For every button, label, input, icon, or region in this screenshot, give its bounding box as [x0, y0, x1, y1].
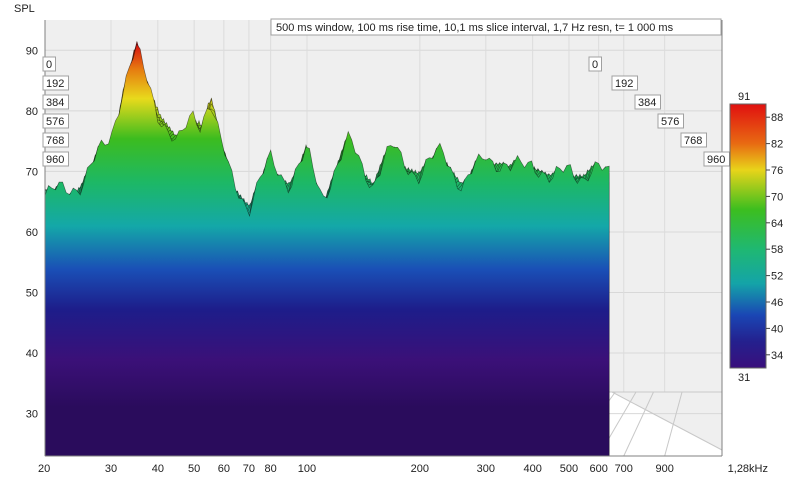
time-left-box-768	[42, 132, 69, 148]
x-tick-1,28kHz: 1,28kHz	[728, 463, 768, 475]
colorbar-tick-82: 82	[771, 139, 783, 151]
floor-line-13	[623, 391, 654, 457]
time-right-0: 0	[592, 59, 598, 71]
x-tick-200: 200	[411, 463, 429, 475]
x-tick-400: 400	[523, 463, 541, 475]
time-right-960: 960	[707, 154, 725, 166]
x-tick-40: 40	[152, 463, 164, 475]
time-left-576: 576	[46, 116, 64, 128]
time-left-box-960	[42, 151, 69, 167]
colorbar-tick-46: 46	[771, 297, 783, 309]
time-left-0: 0	[46, 59, 52, 71]
y-tick-90: 90	[26, 45, 38, 57]
time-labels-left: 0 192 384 576 768 960	[42, 56, 69, 167]
x-tick-80: 80	[265, 463, 277, 475]
x-tick-labels: 20 30 40 50 60 70 80 100 200 300 400 500 600 700 900 1,…	[38, 463, 768, 475]
colorbar-tick-70: 70	[771, 191, 783, 203]
time-left-384: 384	[46, 97, 64, 109]
y-tick-50: 50	[26, 288, 38, 300]
time-left-box-0	[42, 56, 56, 72]
floor-right-edge	[611, 391, 723, 451]
y-tick-30: 30	[26, 409, 38, 421]
waterfall-slices	[44, 41, 610, 457]
slice-0	[44, 43, 610, 457]
y-tick-80: 80	[26, 106, 38, 118]
colorbar-tick-40: 40	[771, 323, 783, 335]
x-tick-100: 100	[298, 463, 316, 475]
x-tick-20: 20	[38, 463, 50, 475]
time-right-box-768	[680, 132, 707, 148]
y-axis-label: SPL	[14, 3, 35, 15]
time-right-576: 576	[661, 116, 679, 128]
time-left-960: 960	[46, 154, 64, 166]
colorbar-tick-88: 88	[771, 112, 783, 124]
time-left-768: 768	[46, 135, 64, 147]
colorbar-max-label: 91	[738, 91, 750, 103]
colorbar-min-label: 31	[738, 372, 750, 384]
x-tick-500: 500	[560, 463, 578, 475]
colorbar-tick-64: 64	[771, 218, 783, 230]
x-tick-70: 70	[243, 463, 255, 475]
time-right-box-576	[657, 113, 684, 129]
x-tick-900: 900	[655, 463, 673, 475]
y-tick-60: 60	[26, 227, 38, 239]
colorbar-tick-76: 76	[771, 165, 783, 177]
x-tick-30: 30	[105, 463, 117, 475]
time-left-box-384	[42, 94, 69, 110]
time-right-box-384	[634, 94, 661, 110]
colorbar-tick-labels: 88 82 76 70 64 58 52 46 40 34	[766, 112, 783, 362]
chart-title-box	[270, 18, 722, 36]
y-tick-40: 40	[26, 348, 38, 360]
colorbar-tick-34: 34	[771, 350, 783, 362]
time-right-384: 384	[638, 97, 656, 109]
x-tick-60: 60	[218, 463, 230, 475]
time-labels-right: 0 192 384 576 768 960	[588, 56, 730, 167]
colorbar	[729, 103, 767, 369]
x-tick-300: 300	[477, 463, 495, 475]
chart-title: 500 ms window, 100 ms rise time, 10,1 ms…	[276, 22, 674, 34]
time-right-768: 768	[684, 135, 702, 147]
time-left-box-192	[42, 75, 69, 91]
time-left-192: 192	[46, 78, 64, 90]
time-left-box-576	[42, 113, 69, 129]
time-right-192: 192	[615, 78, 633, 90]
y-tick-70: 70	[26, 166, 38, 178]
time-right-box-0	[588, 56, 602, 72]
y-tick-labels: 30 40 50 60 70 80 90	[26, 45, 38, 420]
x-tick-700: 700	[615, 463, 633, 475]
colorbar-tick-52: 52	[771, 271, 783, 283]
colorbar-tick-58: 58	[771, 244, 783, 256]
x-tick-50: 50	[188, 463, 200, 475]
time-right-box-192	[611, 75, 638, 91]
x-tick-600: 600	[589, 463, 607, 475]
